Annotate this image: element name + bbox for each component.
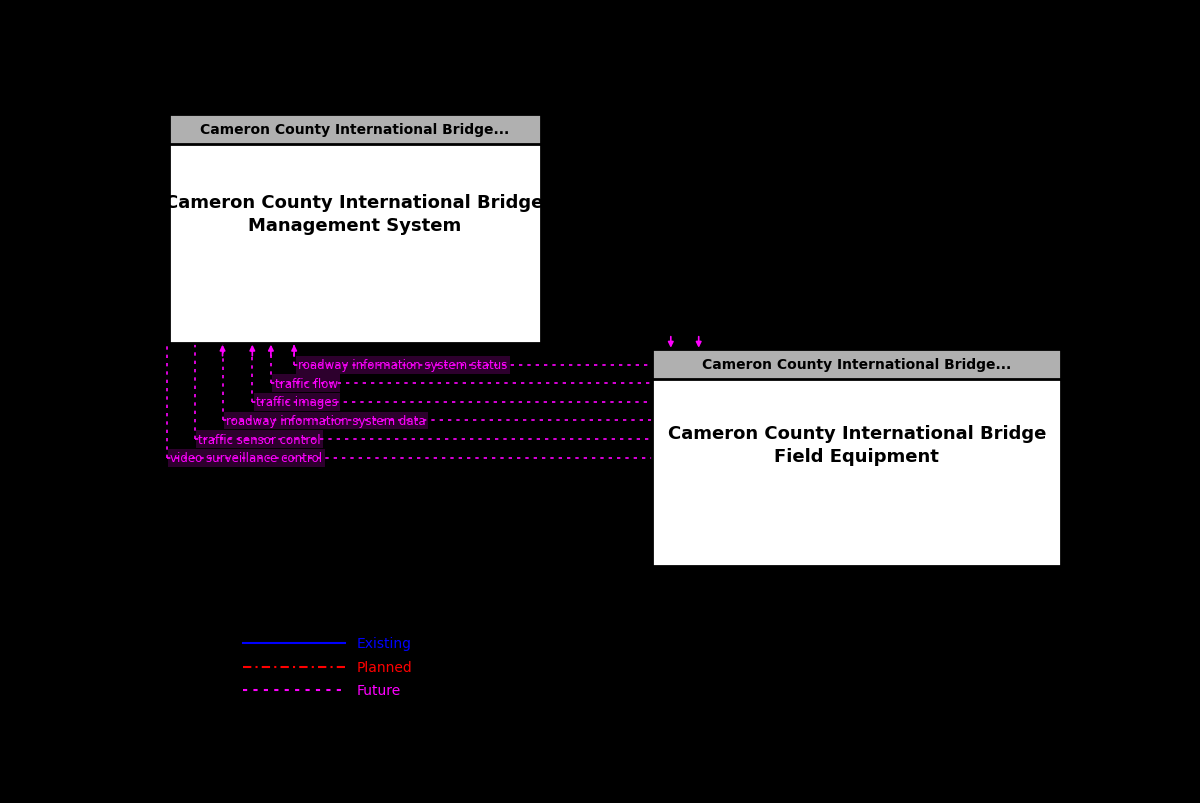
Text: Planned: Planned xyxy=(356,660,413,674)
Text: video surveillance control: video surveillance control xyxy=(170,451,323,465)
Text: Cameron County International Bridge
Management System: Cameron County International Bridge Mana… xyxy=(166,194,544,235)
Text: Future: Future xyxy=(356,683,401,698)
Text: Existing: Existing xyxy=(356,637,412,650)
Bar xyxy=(168,115,541,145)
Text: Cameron County International Bridge
Field Equipment: Cameron County International Bridge Fiel… xyxy=(667,424,1046,466)
Text: Cameron County International Bridge...: Cameron County International Bridge... xyxy=(200,123,509,137)
Bar xyxy=(168,115,541,344)
Text: roadway information system status: roadway information system status xyxy=(298,359,508,372)
Text: Cameron County International Bridge...: Cameron County International Bridge... xyxy=(702,357,1012,372)
Text: traffic images: traffic images xyxy=(256,396,337,409)
Text: roadway information system data: roadway information system data xyxy=(227,414,426,427)
Bar xyxy=(653,350,1062,566)
Bar xyxy=(653,350,1062,380)
Text: traffic sensor control: traffic sensor control xyxy=(198,433,320,446)
Text: traffic flow: traffic flow xyxy=(275,377,337,390)
